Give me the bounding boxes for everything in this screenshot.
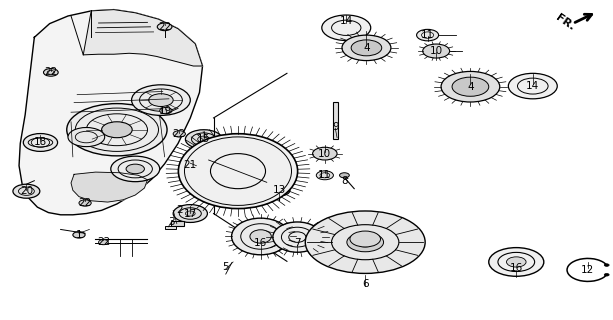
Circle shape: [149, 94, 173, 107]
Circle shape: [13, 184, 40, 198]
Text: 18: 18: [34, 138, 47, 148]
Text: 4: 4: [467, 82, 474, 92]
FancyBboxPatch shape: [333, 102, 338, 139]
Circle shape: [506, 257, 526, 267]
Circle shape: [99, 240, 109, 245]
Ellipse shape: [273, 222, 322, 252]
Text: 16: 16: [509, 263, 523, 273]
Text: 19: 19: [159, 106, 172, 116]
Text: 6: 6: [362, 279, 368, 289]
Circle shape: [417, 29, 439, 41]
Text: 10: 10: [318, 148, 332, 159]
Circle shape: [185, 211, 195, 216]
Text: 22: 22: [158, 22, 171, 32]
Text: 22: 22: [173, 129, 186, 139]
Text: 9: 9: [332, 122, 338, 132]
Circle shape: [111, 156, 160, 182]
Text: 7: 7: [294, 238, 300, 248]
Circle shape: [126, 164, 145, 174]
Circle shape: [423, 44, 449, 58]
Text: 4: 4: [363, 43, 370, 53]
Text: 21: 21: [184, 160, 197, 170]
Circle shape: [322, 15, 371, 41]
Text: 16: 16: [254, 238, 267, 248]
Text: 22: 22: [78, 198, 92, 208]
Text: FR.: FR.: [554, 12, 577, 32]
Circle shape: [351, 40, 382, 56]
Circle shape: [132, 85, 190, 116]
Polygon shape: [83, 10, 202, 66]
Text: 14: 14: [340, 16, 353, 27]
Circle shape: [173, 131, 185, 137]
Text: 11: 11: [318, 170, 332, 180]
Text: 11: 11: [421, 30, 434, 40]
FancyBboxPatch shape: [171, 220, 184, 226]
Text: 10: 10: [430, 46, 443, 56]
Circle shape: [158, 23, 172, 31]
Text: 14: 14: [526, 81, 539, 91]
Circle shape: [441, 71, 500, 102]
Text: 8: 8: [341, 176, 348, 186]
Text: 22: 22: [44, 68, 58, 77]
Text: 17: 17: [184, 209, 197, 219]
Text: 5: 5: [223, 262, 229, 272]
Circle shape: [347, 233, 384, 252]
Circle shape: [350, 231, 381, 247]
Text: 20: 20: [20, 186, 33, 196]
Circle shape: [68, 127, 105, 147]
Circle shape: [185, 130, 222, 149]
Circle shape: [160, 108, 172, 114]
Polygon shape: [71, 172, 148, 202]
Circle shape: [73, 232, 85, 238]
Circle shape: [197, 136, 210, 142]
Circle shape: [340, 173, 349, 178]
Circle shape: [173, 204, 207, 222]
Circle shape: [268, 185, 290, 196]
Text: 12: 12: [581, 265, 595, 275]
Ellipse shape: [250, 230, 272, 243]
Circle shape: [181, 160, 199, 169]
Circle shape: [67, 104, 167, 156]
Circle shape: [604, 274, 609, 276]
Circle shape: [452, 77, 489, 96]
Text: 3: 3: [168, 217, 175, 227]
Text: 2: 2: [176, 205, 183, 215]
Circle shape: [23, 133, 58, 151]
Circle shape: [102, 122, 132, 138]
Circle shape: [342, 35, 391, 60]
Polygon shape: [19, 10, 202, 215]
Circle shape: [604, 264, 609, 266]
Text: 15: 15: [197, 134, 210, 144]
Circle shape: [489, 248, 544, 276]
Text: 22: 22: [97, 237, 110, 247]
Ellipse shape: [178, 134, 298, 209]
Circle shape: [313, 147, 337, 160]
Circle shape: [44, 68, 58, 76]
Ellipse shape: [232, 218, 290, 255]
Circle shape: [79, 200, 91, 206]
FancyBboxPatch shape: [165, 226, 175, 229]
Circle shape: [316, 171, 333, 180]
Circle shape: [508, 73, 557, 99]
Text: 13: 13: [272, 185, 286, 195]
Text: 1: 1: [75, 230, 82, 240]
Circle shape: [305, 211, 425, 273]
